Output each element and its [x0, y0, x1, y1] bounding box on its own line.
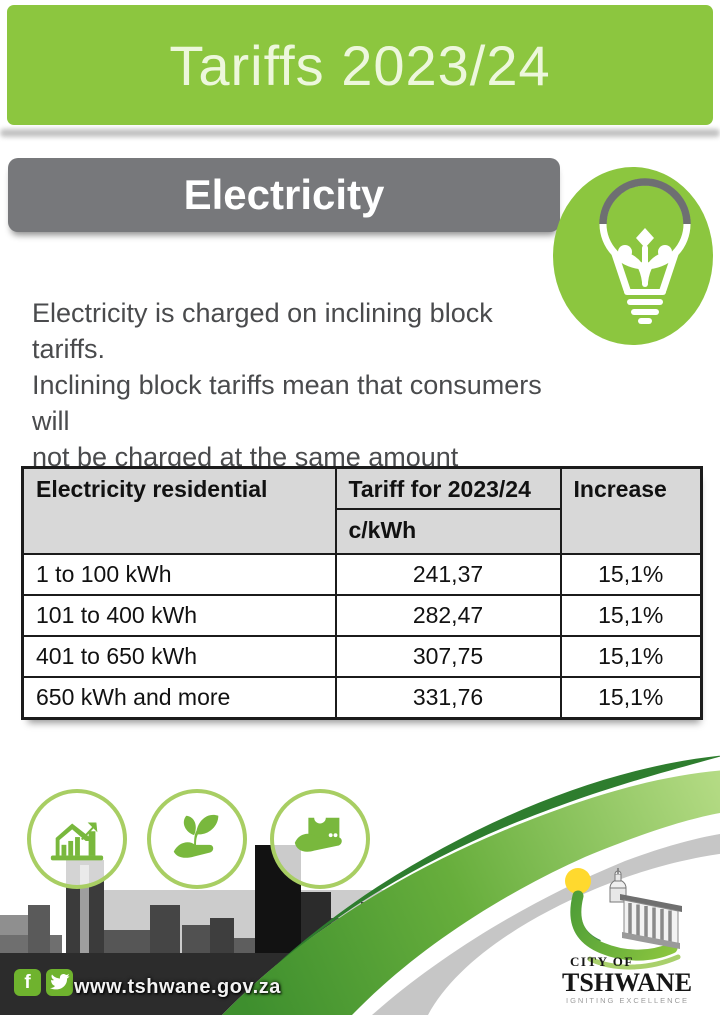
increase-value: 15,1%: [559, 635, 703, 678]
sprout-hand-medallion: [147, 789, 247, 889]
logo-sun-icon: [565, 868, 591, 894]
col-header-increase: Increase: [559, 466, 703, 555]
logo-city-of-text: CITY OF: [570, 954, 634, 969]
tariff-value: 331,76: [334, 676, 562, 720]
table-row: 650 kWh and more 331,76 15,1%: [21, 676, 703, 720]
tariff-value: 282,47: [334, 594, 562, 637]
green-wave-graphic: [222, 755, 720, 1015]
usage-range: 401 to 650 kWh: [21, 635, 337, 678]
tariff-value: 307,75: [334, 635, 562, 678]
social-links[interactable]: f: [14, 969, 73, 996]
skyline-building: [80, 865, 89, 1015]
lightbulb-medallion: [553, 166, 713, 346]
tariff-value: 241,37: [334, 553, 562, 596]
hand-money-medallion: [270, 789, 370, 889]
website-link[interactable]: www.tshwane.gov.za: [74, 976, 281, 998]
increase-value: 15,1%: [559, 594, 703, 637]
tshwane-logo-graphic: CITY OF TSHWANE IGNITING EXCELLENCE: [562, 868, 692, 1005]
twitter-icon[interactable]: [46, 969, 73, 996]
lightbulb-icon: [553, 167, 713, 345]
union-buildings-icon: [609, 868, 682, 949]
increase-value: 15,1%: [559, 553, 703, 596]
col-header-residential: Electricity residential: [21, 466, 337, 555]
col-header-tariff: Tariff for 2023/24: [334, 466, 562, 510]
table-row: 101 to 400 kWh 282,47 15,1%: [21, 594, 703, 637]
table-row: 401 to 650 kWh 307,75 15,1%: [21, 635, 703, 678]
tariff-table: Electricity residential Tariff for 2023/…: [21, 466, 703, 720]
house-growth-chart-icon: [50, 822, 104, 861]
usage-range: 101 to 400 kWh: [21, 594, 337, 637]
increase-value: 15,1%: [559, 676, 703, 720]
page-title: Tariffs 2023/24: [169, 33, 551, 97]
section-title: Electricity: [183, 171, 385, 218]
ribbon-gray: [372, 833, 720, 1015]
logo-name-text: TSHWANE: [562, 968, 692, 997]
usage-range: 650 kWh and more: [21, 676, 337, 720]
house-growth-medallion: [27, 789, 127, 889]
logo-slogan-text: IGNITING EXCELLENCE: [566, 996, 689, 1005]
sprout-in-hand-icon: [173, 814, 219, 858]
usage-range: 1 to 100 kWh: [21, 553, 337, 596]
title-banner: Tariffs 2023/24: [7, 5, 713, 125]
logo-swoosh: [570, 890, 678, 961]
facebook-icon[interactable]: f: [14, 969, 41, 996]
hand-holding-money-icon: [294, 817, 342, 852]
col-subheader-unit: c/kWh: [334, 508, 562, 555]
electricity-section-banner: Electricity: [8, 158, 560, 232]
table-row: 1 to 100 kWh 241,37 15,1%: [21, 553, 703, 596]
tshwane-logo: CITY OF TSHWANE IGNITING EXCELLENCE: [550, 862, 710, 1010]
ribbon-main-green: [222, 770, 720, 1015]
title-banner-shadow: [0, 129, 720, 137]
